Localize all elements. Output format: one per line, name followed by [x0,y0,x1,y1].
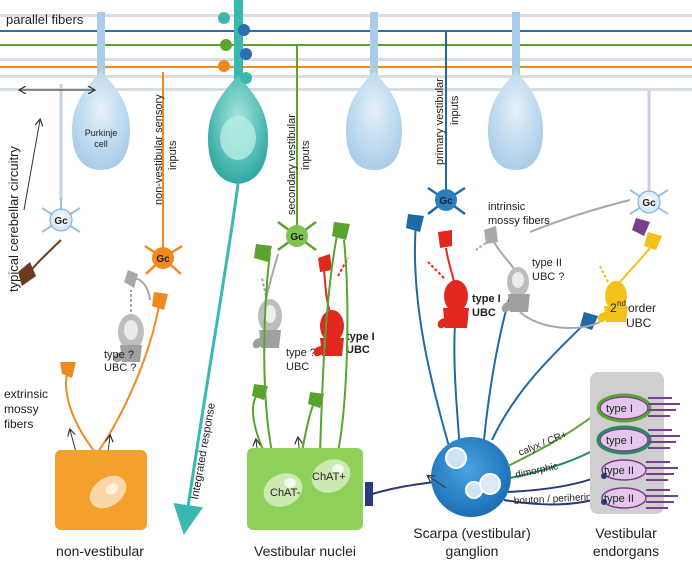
type-ii-label-1: type II [604,465,634,477]
typical-circuitry-label: typical cerebellar circuitry [6,146,21,292]
parallel-fibers-label: parallel fibers [6,12,84,27]
purkinje-label-1: Purkinje [85,128,118,138]
type-q-a-2: UBC ? [104,362,136,374]
nonvest-inputs-label-2: inputs [167,140,179,170]
intrinsic-label-2: mossy fibers [488,215,550,227]
nonvestibular-box [55,450,147,530]
purkinje-label-2: cell [94,139,108,149]
intrinsic-label-1: intrinsic [488,201,526,213]
type1-b-1: type I [472,293,501,305]
bouton-label: bouton / periherin+ [514,492,598,507]
extrinsic-label-2: mossy [4,402,39,416]
type-q-b-2: UBC [286,361,309,373]
primary-inputs-label-1: primary vestibular [434,78,446,165]
ubc-gray-nonvest [113,270,151,363]
gc-label: Gc [642,198,656,209]
chat-plus-label: ChAT+ [312,471,346,483]
purkinje-cell-2 [346,12,402,170]
ubc-gray-intrinsic [475,199,631,313]
second-order-3: UBC [626,316,652,330]
gc-cell-left: Gc [41,198,81,233]
secondary-inputs-label-2: inputs [300,140,312,170]
type1-a-2: UBC [346,344,370,356]
nonvest-inputs-label-1: non-vestibular sensory [153,94,165,205]
bottom-label-nonvest: non-vestibular [56,543,144,559]
gc-label: Gc [290,232,304,243]
calyx-label: calyx / CR+ [517,429,569,459]
typical-circuit [18,84,94,286]
gc-cell-orange: Gc [144,72,183,275]
type-q-a-1: type ? [104,349,134,361]
type-ii-label-2: type II [604,493,634,505]
integrating-purkinje-cell [173,0,268,535]
secondary-inputs-label-1: secondary vestibular [286,114,298,215]
gc-cell-blue: Gc [427,30,466,216]
integrated-response-label: Integrated response [189,402,218,500]
bottom-label-vn: Vestibular nuclei [254,543,356,559]
gc-label: Gc [439,196,453,207]
chat-minus-label: ChAT- [270,487,301,499]
endorgans-panel [590,372,680,514]
dimorphic-label: dimorphic [514,461,559,481]
gc-label: Gc [54,216,68,227]
hair-cell-3 [601,459,678,481]
type-i-label-2: type I [606,435,633,447]
bottom-label-scarpa-1: Scarpa (vestibular) [413,525,531,541]
gc-cell-green: Gc [277,44,317,252]
vestibular-nuclei-box [247,448,373,530]
type2-label-2: UBC ? [532,271,564,283]
second-order-2: order [628,301,656,315]
purkinje-cell-1: Purkinje cell [72,12,130,170]
gc-cell-right: Gc [629,90,669,215]
hair-cell-2 [596,425,680,455]
second-order-sup: nd [617,299,626,308]
ubc-red-primary [427,230,469,329]
type1-b-2: UBC [472,307,496,319]
type2-label-1: type II [532,257,562,269]
type-i-label-1: type I [606,403,633,415]
second-order-pre: 2 [610,301,617,315]
bottom-label-endorgans-1: Vestibular [595,525,657,541]
gc-label: Gc [156,254,170,265]
bottom-label-scarpa-2: ganglion [446,543,499,559]
hair-cell-1 [596,393,680,423]
type1-a-1: type I [346,331,375,343]
blue-primary-fibers [406,214,598,451]
purkinje-cell-3 [488,12,543,170]
extrinsic-label-1: extrinsic [4,387,48,401]
hair-cell-4 [601,487,678,509]
bottom-label-endorgans-2: endorgans [593,543,659,559]
parallel-fibers [0,14,692,91]
ubc-yellow-second-order [519,218,662,329]
primary-inputs-label-2: inputs [449,95,461,125]
extrinsic-label-3: fibers [4,417,33,431]
type-q-b-1: type ? [286,347,316,359]
